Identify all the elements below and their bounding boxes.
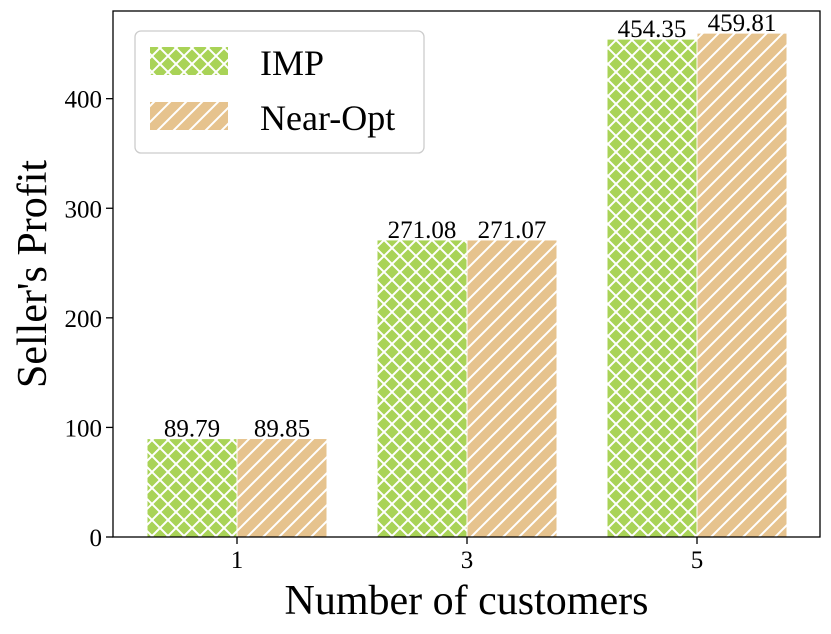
y-tick-label: 200 [65, 306, 103, 333]
y-tick-label: 300 [65, 196, 103, 223]
legend-label-near-opt: Near-Opt [260, 98, 395, 138]
data-label-imp-5: 454.35 [618, 16, 687, 43]
data-label-imp-1: 89.79 [164, 416, 220, 443]
bar-near-opt-3 [466, 239, 558, 538]
bar-imp-3 [376, 239, 468, 538]
legend-label-imp: IMP [260, 43, 324, 83]
x-tick-label: 5 [691, 547, 704, 574]
legend-swatch-near-opt [150, 102, 228, 130]
y-tick-label: 100 [65, 415, 103, 442]
legend: IMP Near-Opt [134, 30, 425, 154]
y-tick-label: 0 [90, 525, 103, 552]
x-tick-label: 1 [231, 547, 244, 574]
bar-near-opt-1 [236, 438, 328, 538]
bar-near-opt-5 [696, 32, 788, 538]
y-tick-label: 400 [65, 87, 103, 114]
data-label-near-opt-3: 271.07 [478, 217, 547, 244]
legend-swatch-imp [150, 47, 228, 75]
y-axis-title: Seller's Profit [10, 160, 56, 388]
bar-imp-5 [606, 38, 698, 538]
data-label-imp-3: 271.08 [388, 217, 457, 244]
data-label-near-opt-5: 459.81 [708, 10, 777, 37]
bar-imp-1 [146, 438, 238, 538]
data-label-near-opt-1: 89.85 [254, 416, 310, 443]
x-tick-label: 3 [461, 547, 474, 574]
x-axis-title: Number of customers [285, 578, 649, 624]
axes: 1 3 5 0 100 200 300 400 [65, 87, 704, 574]
plot-area: 89.79 89.85 271.08 271.07 454.35 459.81 [146, 10, 788, 538]
